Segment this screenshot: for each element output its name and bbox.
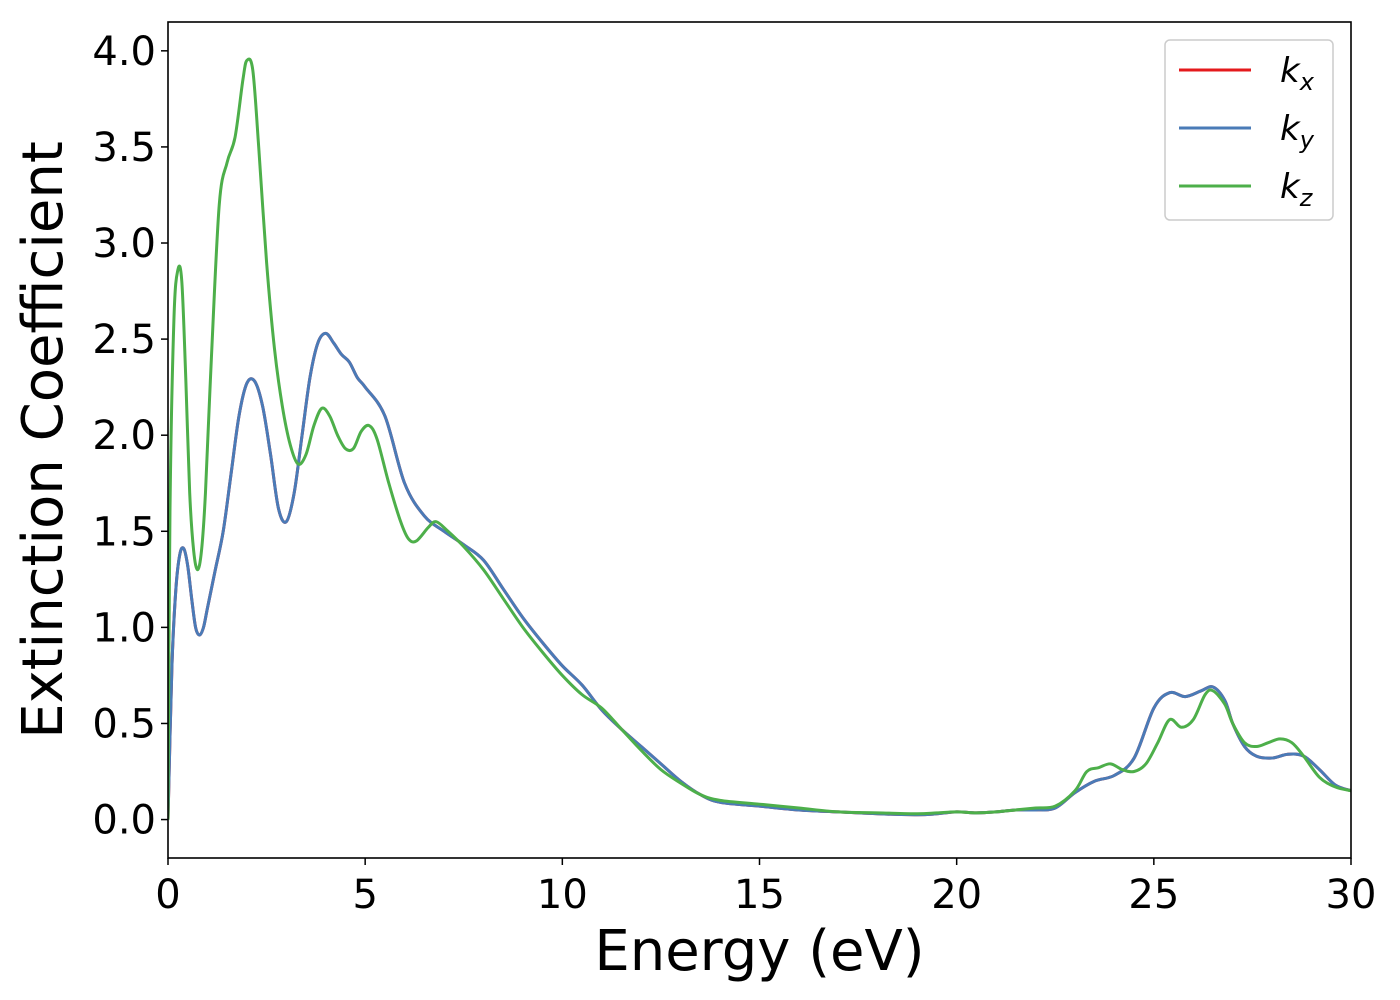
legend-label-kx: kx <box>1280 51 1315 96</box>
y-tick-label: 1.5 <box>92 509 156 555</box>
legend: kx ky kz <box>1164 39 1334 221</box>
y-axis-label: Extinction Coefficient <box>11 141 76 739</box>
y-tick-label: 4.0 <box>92 29 156 75</box>
series-line-kz <box>168 57 1351 820</box>
x-tick-label: 25 <box>1128 872 1179 918</box>
y-tick-label: 1.0 <box>92 605 156 651</box>
x-tick-label: 0 <box>155 872 180 918</box>
x-tick-label: 15 <box>734 872 785 918</box>
y-tick-label: 3.5 <box>92 125 156 171</box>
series-layer <box>168 57 1351 820</box>
legend-entries: kx ky kz <box>1179 51 1315 212</box>
legend-box <box>1164 39 1334 221</box>
y-tick-label: 2.0 <box>92 413 156 459</box>
y-tick-label: 2.5 <box>92 317 156 363</box>
x-tick-label: 10 <box>537 872 588 918</box>
legend-label-kz: kz <box>1280 167 1314 212</box>
y-tick-label: 3.0 <box>92 221 156 267</box>
x-tick-label: 30 <box>1326 872 1377 918</box>
x-tick-label: 5 <box>352 872 377 918</box>
legend-label-ky: ky <box>1280 109 1315 154</box>
y-tick-label: 0.5 <box>92 701 156 747</box>
y-axis-ticks: 0.0 0.5 1.0 1.5 2.0 2.5 3.0 3.5 4.0 <box>92 29 168 844</box>
x-axis-ticks: 0 5 10 15 20 25 30 <box>155 858 1376 918</box>
x-tick-label: 20 <box>931 872 982 918</box>
x-axis-label: Energy (eV) <box>594 919 924 984</box>
series-line-ky <box>168 331 1351 820</box>
y-tick-label: 0.0 <box>92 798 156 844</box>
